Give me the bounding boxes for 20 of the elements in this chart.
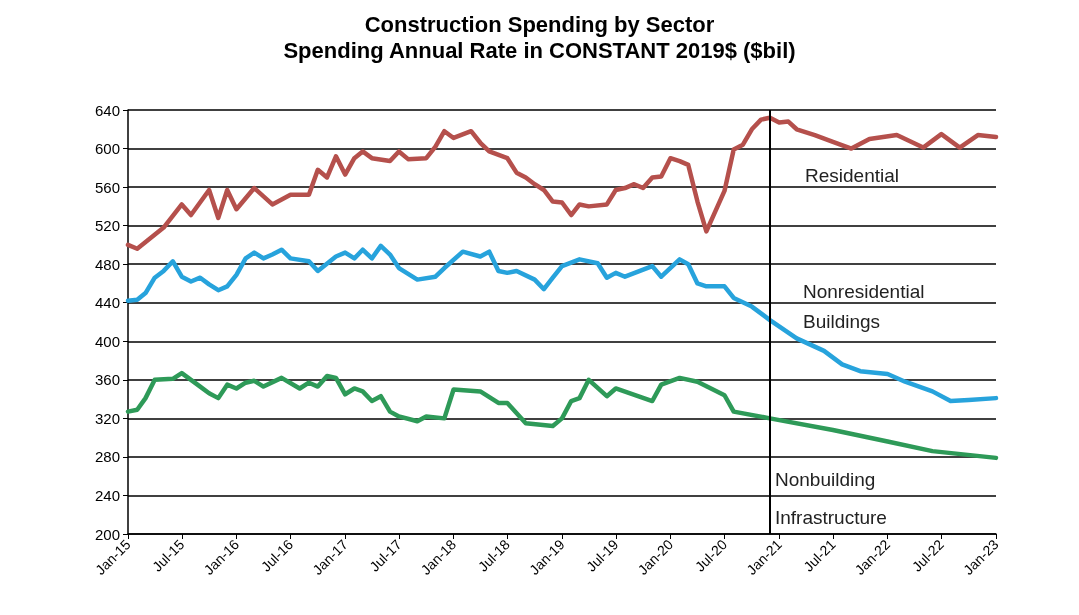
series-label: Nonresidential Buildings [803, 280, 930, 332]
chart-title: Construction Spending by Sector [364, 11, 715, 37]
chart-subtitle: Spending Annual Rate in CONSTANT 2019$ ($bil) [283, 37, 796, 63]
line-series [125, 370, 999, 461]
series-label: Nonbuilding Infrastructure [775, 468, 887, 528]
y-tick-label: 640 [94, 101, 120, 119]
y-tick-label: 240 [94, 486, 120, 504]
y-tick-label: 520 [94, 217, 120, 235]
y-tick-label: 400 [94, 332, 120, 350]
line-series [125, 243, 999, 404]
y-tick-label: 440 [94, 294, 120, 312]
y-tick-label: 280 [94, 448, 120, 466]
y-tick-label: 360 [94, 371, 120, 389]
y-tick-label: 600 [94, 140, 120, 158]
y-tick-label: 320 [94, 409, 120, 427]
y-tick-label: 200 [94, 525, 120, 543]
line-series [125, 115, 999, 252]
series-label: Residential [805, 164, 899, 186]
y-tick-label: 480 [94, 255, 120, 273]
y-tick-label: 560 [94, 178, 120, 196]
